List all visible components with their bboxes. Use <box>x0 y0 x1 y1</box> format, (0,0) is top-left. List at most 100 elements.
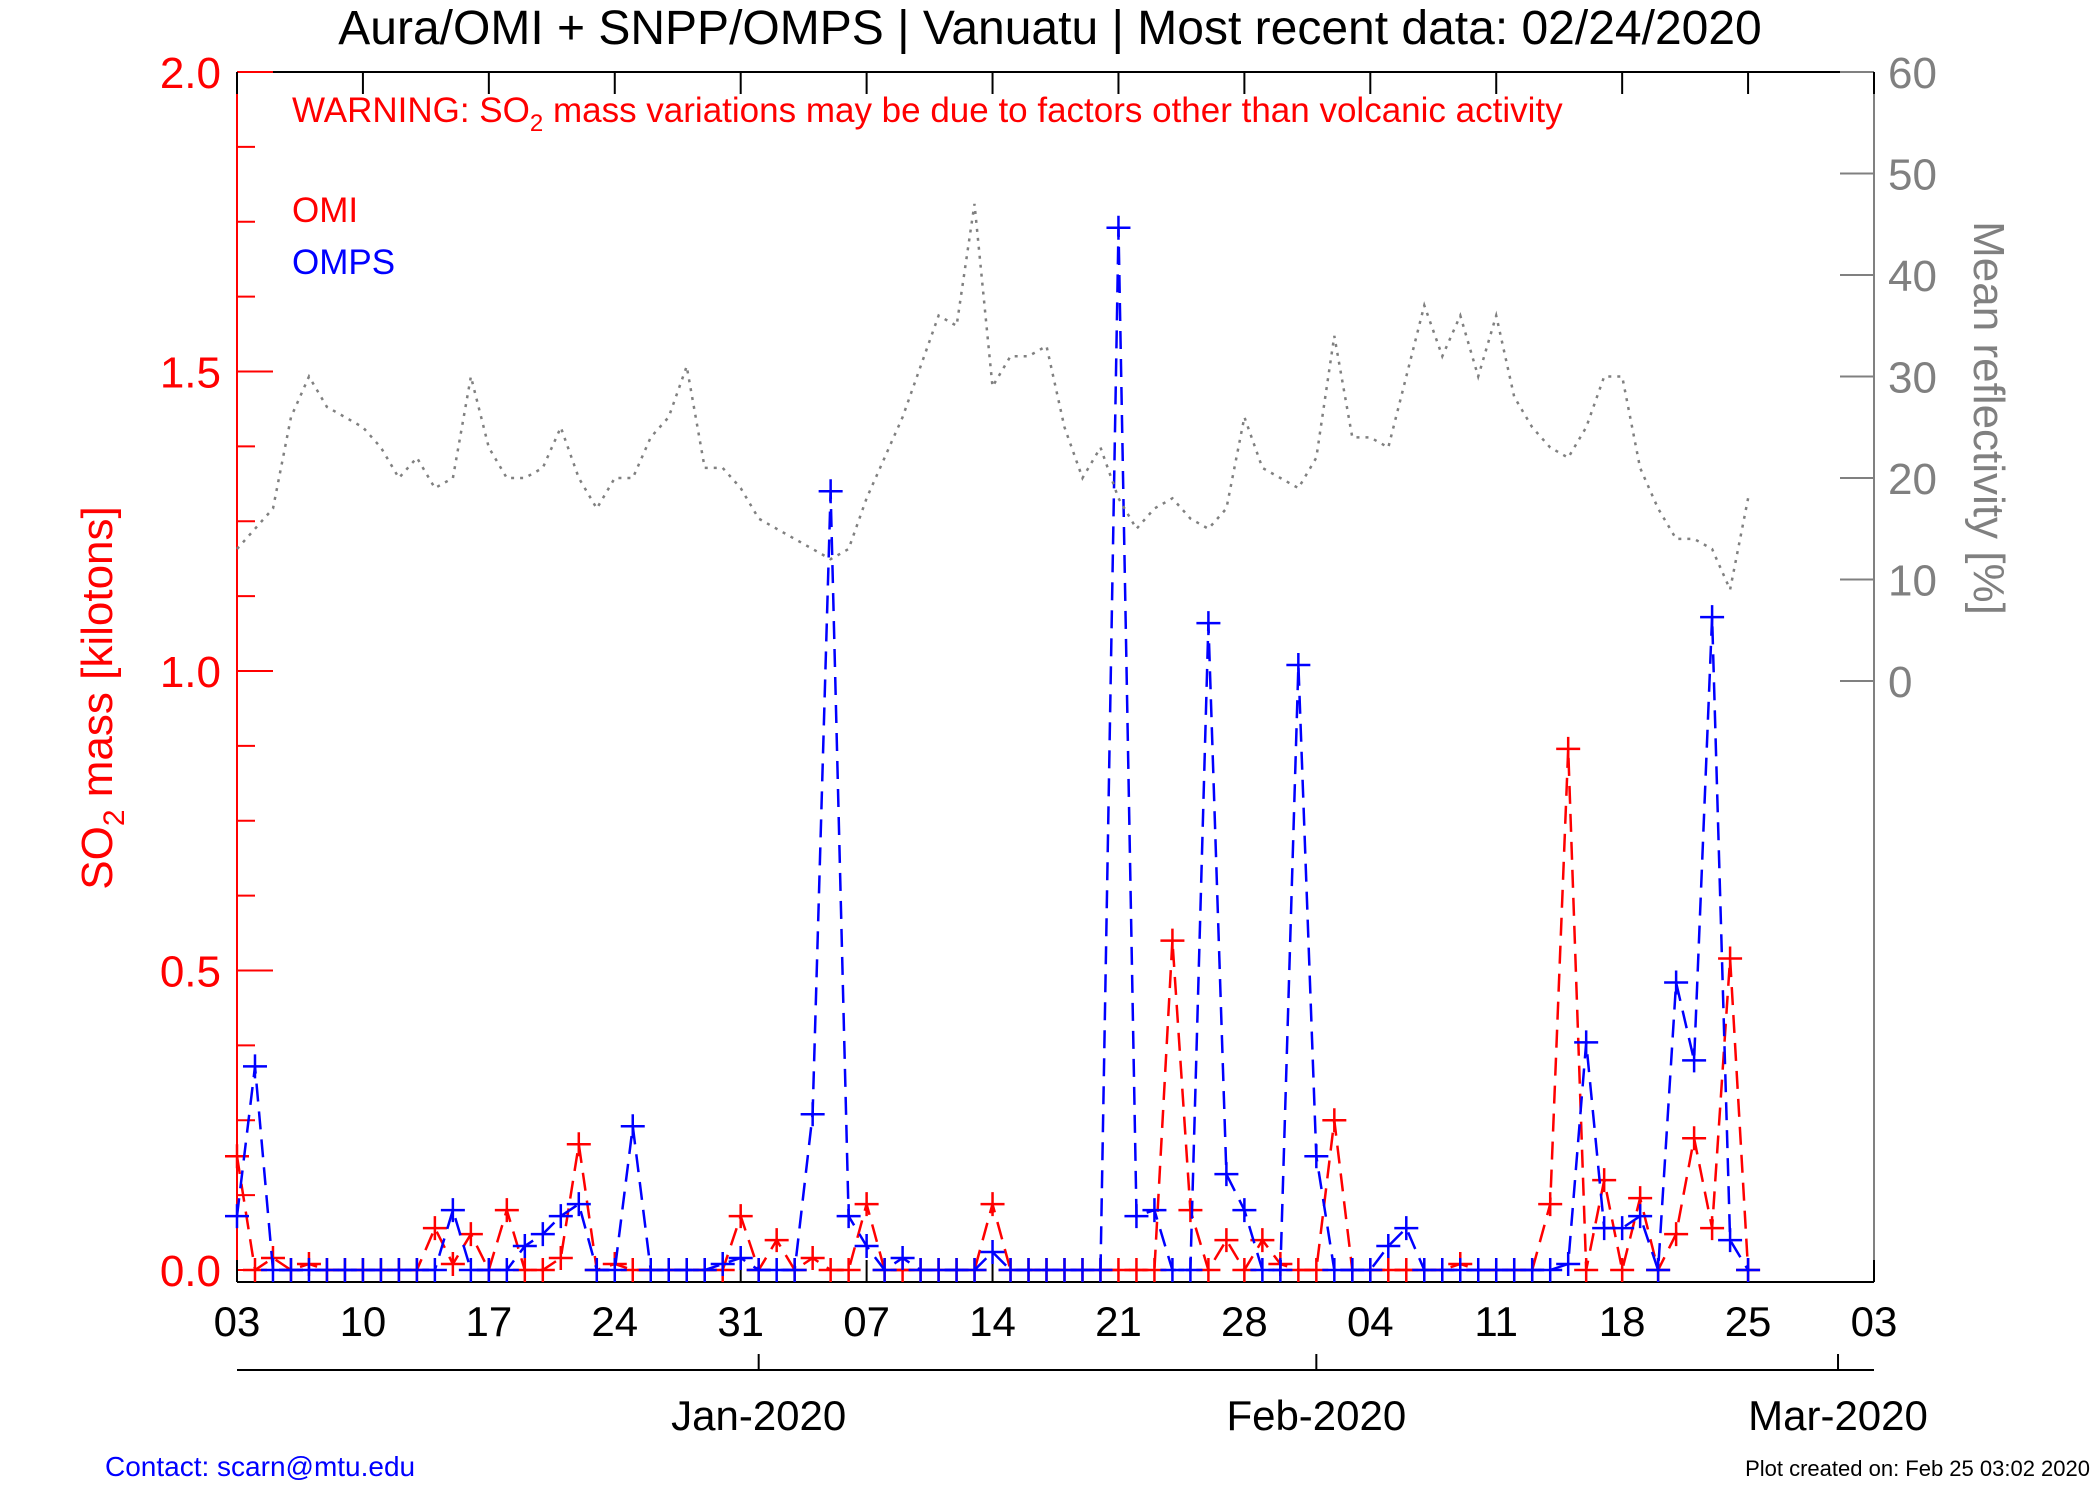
y2-tick-label: 0 <box>1888 658 1912 707</box>
omi-point <box>422 1216 447 1241</box>
omps-point <box>566 1192 591 1217</box>
omps-point <box>1718 1228 1743 1253</box>
y2-tick-label: 10 <box>1888 557 1937 606</box>
omps-point <box>1106 215 1131 240</box>
plot-created-text: Plot created on: Feb 25 03:02 2020 <box>1745 1456 2090 1481</box>
omi-point <box>1178 1198 1203 1223</box>
legend-omps: OMPS <box>292 243 395 282</box>
y2-tick-label: 50 <box>1888 151 1937 200</box>
omps-point <box>890 1246 915 1271</box>
omps-point <box>728 1246 753 1271</box>
omi-point <box>1592 1168 1617 1193</box>
x-tick-label: 28 <box>1221 1298 1268 1345</box>
y2-tick-label: 60 <box>1888 49 1937 98</box>
y-tick-label: 0.0 <box>160 1247 221 1296</box>
omps-point <box>1556 1252 1581 1277</box>
mean-reflectivity-series-line <box>236 203 1750 594</box>
omps-point <box>1664 970 1689 995</box>
omi-point <box>530 1258 555 1283</box>
omps-point <box>800 1102 825 1127</box>
omps-point <box>512 1234 537 1259</box>
omps-point <box>1214 1162 1239 1187</box>
omps-point <box>962 1258 987 1283</box>
omi-point <box>1718 946 1743 971</box>
omps-point <box>710 1252 735 1277</box>
y-tick-label: 1.0 <box>160 648 221 697</box>
omps-point <box>242 1054 267 1079</box>
x-tick-label: 11 <box>1474 1298 1518 1345</box>
month-label: Jan-2020 <box>671 1392 846 1439</box>
x-tick-label: 04 <box>1347 1298 1394 1345</box>
omps-point <box>1682 1048 1707 1073</box>
omi-point <box>566 1132 591 1157</box>
y2-tick-label: 20 <box>1888 455 1937 504</box>
omps-point <box>1736 1258 1761 1283</box>
omps-point <box>225 1204 249 1229</box>
omps-point <box>1610 1216 1635 1241</box>
x-tick-label: 17 <box>465 1298 512 1345</box>
omps-point <box>548 1204 573 1229</box>
plot-area: 0.0 0.5 1.0 1.5 2.0 0 10 20 30 40 50 60 03 10 17 24 31 07… <box>160 49 1937 1439</box>
omi-point <box>1700 1216 1725 1241</box>
omps-point <box>1304 1144 1329 1169</box>
x-tick-label: 03 <box>214 1298 261 1345</box>
y-tick-label: 2.0 <box>160 49 221 98</box>
omps-point <box>1376 1234 1401 1259</box>
y2-tick-label: 40 <box>1888 252 1937 301</box>
omi-point <box>764 1228 789 1253</box>
omps-point <box>1142 1198 1167 1223</box>
omi-point <box>494 1198 519 1223</box>
omi-point <box>1610 1258 1635 1283</box>
omi-point <box>1160 928 1185 953</box>
omps-point <box>1394 1216 1419 1241</box>
omi-point <box>458 1222 483 1247</box>
omi-point <box>1322 1108 1347 1133</box>
y-tick-label: 1.5 <box>160 349 221 398</box>
omps-point <box>1268 1258 1293 1283</box>
omi-point <box>440 1252 465 1277</box>
omps-point <box>782 1258 807 1283</box>
omi-point <box>1664 1222 1689 1247</box>
x-tick-label: 10 <box>340 1298 387 1345</box>
y2-axis-label: Mean reflectivity [%] <box>1964 221 2013 615</box>
x-tick-label: 03 <box>1851 1298 1898 1345</box>
omi-point <box>1538 1192 1563 1217</box>
omps-point <box>1700 605 1725 630</box>
y-axis-label: SO2 mass [kilotons] <box>73 506 131 889</box>
omps-point <box>602 1258 627 1283</box>
omps-point <box>980 1240 1005 1265</box>
omps-point <box>1088 1258 1113 1283</box>
omps-point <box>494 1258 519 1283</box>
omps-point <box>1358 1258 1383 1283</box>
y-tick-label: 0.5 <box>160 948 221 997</box>
chart-title: Aura/OMI + SNPP/OMPS | Vanuatu | Most re… <box>338 2 1761 55</box>
omps-point <box>1178 1258 1203 1283</box>
omps-point <box>1232 1198 1257 1223</box>
legend-omi: OMI <box>292 191 358 230</box>
omi-point <box>1214 1228 1239 1253</box>
omps-point <box>1628 1204 1653 1229</box>
x-tick-label: 31 <box>717 1298 764 1345</box>
omps-point <box>818 479 843 504</box>
omps-point <box>854 1234 879 1259</box>
omps-point <box>1574 1030 1599 1055</box>
contact-text: Contact: scarn@mtu.edu <box>105 1451 415 1482</box>
omi-point <box>728 1204 753 1229</box>
omi-point <box>1682 1126 1707 1151</box>
omps-point <box>530 1222 555 1247</box>
omi-point <box>548 1246 573 1271</box>
x-tick-label: 18 <box>1599 1298 1646 1345</box>
x-tick-label: 07 <box>843 1298 890 1345</box>
omps-point <box>692 1258 717 1283</box>
x-tick-label: 14 <box>969 1298 1016 1345</box>
warning-text: WARNING: SO2 mass variations may be due … <box>292 91 1563 137</box>
omi-series-line <box>235 748 1750 1274</box>
omi-point <box>854 1192 879 1217</box>
omps-point <box>836 1204 861 1229</box>
x-tick-label: 21 <box>1095 1298 1142 1345</box>
omps-point <box>1286 653 1311 678</box>
omps-point <box>1124 1204 1149 1229</box>
omps-point <box>422 1258 447 1283</box>
omps-point <box>1196 611 1221 636</box>
